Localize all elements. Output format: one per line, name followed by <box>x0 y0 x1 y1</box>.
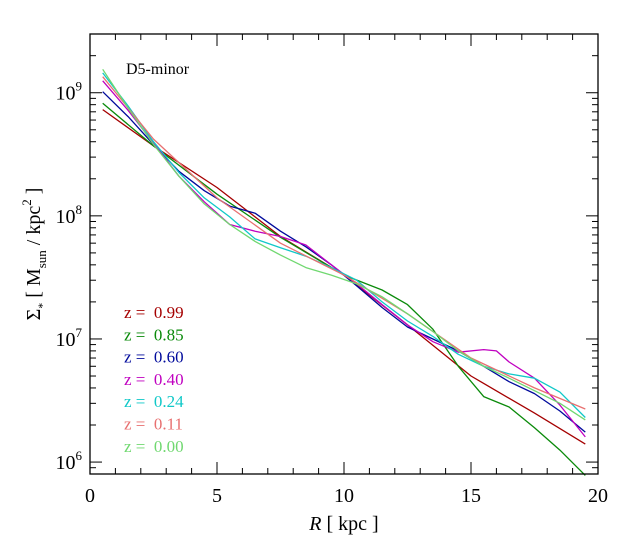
x-tick-label: 10 <box>334 485 354 507</box>
legend-entry: z = 0.24 <box>124 392 184 411</box>
chart-annotation: D5-minor <box>126 61 190 78</box>
x-tick-label: 20 <box>588 485 608 507</box>
x-tick-label: 0 <box>85 485 95 507</box>
y-tick-label: 108 <box>56 202 83 228</box>
series-line-4 <box>102 72 586 418</box>
legend-entry: z = 0.40 <box>124 370 184 389</box>
legend-entry: z = 0.99 <box>124 303 184 322</box>
legend-entry: z = 0.60 <box>124 348 184 367</box>
x-axis-label: R [ kpc ] <box>308 513 378 535</box>
series-layer <box>102 68 586 476</box>
y-tick-label: 107 <box>56 325 83 351</box>
series-line-5 <box>102 76 586 410</box>
legend-entry: z = 0.11 <box>124 415 183 434</box>
ticks-layer <box>89 33 599 475</box>
legend-entry: z = 0.85 <box>124 325 184 344</box>
y-tick-label: 109 <box>56 79 83 105</box>
series-line-6 <box>102 68 586 421</box>
legend: z = 0.99 z = 0.85 z = 0.60 z = 0.40 z = 0.24… <box>124 303 184 456</box>
x-tick-label: 15 <box>461 485 481 507</box>
series-line-1 <box>102 102 586 476</box>
y-tick-label: 106 <box>56 448 83 474</box>
y-axis-label: Σ* [ Msun / kpc2 ] <box>19 188 49 321</box>
legend-entry: z = 0.00 <box>124 437 184 456</box>
labels-layer: 0 5 10 15 20 106 107 108 109 <box>56 79 609 507</box>
x-tick-label: 5 <box>212 485 222 507</box>
